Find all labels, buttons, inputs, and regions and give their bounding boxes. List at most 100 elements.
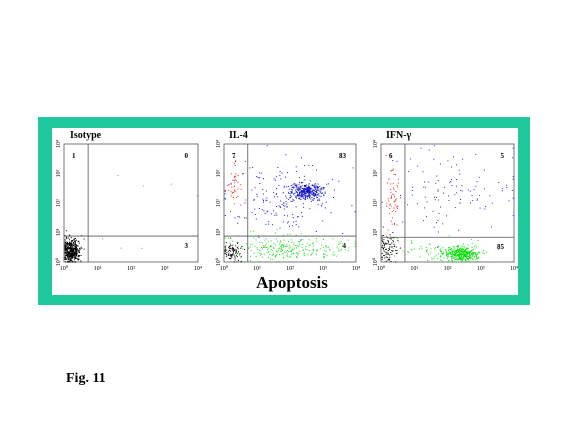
- event-dot: [319, 191, 321, 192]
- event-dot: [384, 246, 386, 248]
- event-dot: [302, 238, 304, 240]
- event-dot: [392, 217, 394, 219]
- event-dot: [258, 236, 260, 238]
- event-dot: [262, 247, 264, 248]
- event-dot: [312, 192, 314, 194]
- event-dot: [511, 190, 513, 191]
- event-dot: [308, 197, 310, 198]
- event-dot: [395, 191, 397, 192]
- event-dot: [69, 250, 71, 252]
- event-dot: [446, 255, 448, 257]
- event-dot: [393, 209, 395, 211]
- event-dot: [387, 254, 389, 255]
- event-dot: [485, 206, 487, 208]
- event-dot: [290, 192, 292, 194]
- event-dot: [275, 255, 277, 257]
- event-dot: [459, 255, 461, 257]
- event-dot: [394, 174, 396, 176]
- event-dot: [344, 249, 346, 251]
- event-dot: [463, 254, 465, 256]
- event-dot: [289, 233, 291, 235]
- event-dot: [302, 195, 304, 197]
- event-dot: [316, 194, 318, 196]
- event-dot: [65, 242, 67, 244]
- event-dot: [285, 201, 287, 202]
- event-dot: [65, 253, 67, 255]
- event-dot: [453, 255, 455, 257]
- event-dot: [392, 250, 394, 252]
- event-dot: [295, 185, 297, 187]
- event-dot: [459, 249, 461, 251]
- event-dot: [72, 246, 74, 248]
- event-dot: [385, 256, 387, 258]
- event-dot: [238, 216, 240, 218]
- event-dot: [75, 252, 77, 254]
- event-dot: [329, 249, 331, 251]
- event-dot: [257, 252, 259, 254]
- event-dot: [323, 256, 325, 258]
- event-dot: [305, 198, 307, 200]
- event-dot: [75, 257, 77, 259]
- event-dot: [318, 189, 320, 191]
- event-dot: [474, 255, 476, 257]
- event-dot: [259, 254, 261, 256]
- event-dot: [261, 247, 262, 249]
- event-dot: [68, 248, 69, 250]
- event-dot: [69, 255, 71, 257]
- event-dot: [456, 252, 457, 254]
- event-dot: [253, 252, 255, 254]
- event-dot: [286, 222, 288, 224]
- event-dot: [317, 189, 319, 191]
- event-dot: [268, 223, 270, 225]
- event-dot: [64, 252, 66, 254]
- event-dot: [338, 243, 340, 245]
- event-dot: [390, 246, 392, 248]
- event-dot: [73, 248, 75, 250]
- event-dot: [448, 235, 450, 237]
- x-tick-label: 10⁴: [352, 266, 360, 272]
- event-dot: [476, 256, 477, 258]
- event-dot: [452, 253, 454, 255]
- event-dot: [240, 255, 242, 257]
- event-dot: [467, 250, 469, 252]
- x-tick-label: 10⁰: [377, 265, 386, 272]
- event-dot: [402, 221, 404, 223]
- event-dot: [295, 195, 297, 197]
- event-dot: [303, 189, 305, 191]
- event-dot: [70, 247, 72, 249]
- event-dot: [304, 194, 306, 196]
- event-dot: [224, 198, 226, 200]
- event-dot: [272, 259, 274, 260]
- event-dot: [309, 194, 311, 195]
- event-dot: [306, 189, 308, 191]
- event-dot: [272, 252, 274, 254]
- event-dot: [275, 194, 277, 195]
- event-dot: [230, 245, 232, 246]
- event-dot: [234, 186, 236, 187]
- event-dot: [383, 255, 385, 257]
- event-dot: [289, 256, 291, 257]
- event-dot: [228, 252, 230, 254]
- event-dot: [280, 178, 282, 180]
- event-dot: [400, 195, 401, 197]
- event-dot: [323, 257, 325, 259]
- event-dot: [310, 198, 312, 200]
- event-dot: [331, 178, 333, 180]
- event-dot: [236, 256, 238, 257]
- event-dot: [484, 208, 486, 210]
- event-dot: [452, 256, 454, 258]
- event-dot: [269, 246, 271, 247]
- event-dot: [306, 188, 307, 190]
- event-dot: [297, 188, 299, 190]
- event-dot: [310, 191, 312, 193]
- x-tick-label: 10²: [444, 266, 452, 272]
- event-dot: [267, 249, 269, 250]
- event-dot: [254, 245, 256, 247]
- event-dot: [437, 190, 439, 192]
- event-dot: [305, 248, 306, 250]
- event-dot: [484, 188, 486, 190]
- event-dot: [476, 198, 478, 200]
- event-dot: [392, 168, 394, 170]
- event-dot: [314, 183, 316, 185]
- event-dot: [458, 229, 460, 231]
